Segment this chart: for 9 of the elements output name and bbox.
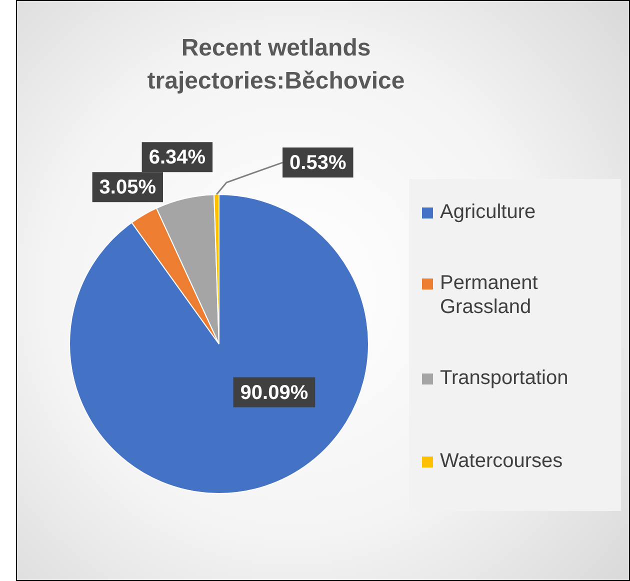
legend-label: Permanent Grassland [440, 272, 538, 318]
data-label: 0.53% [290, 152, 346, 174]
legend-label: Watercourses [440, 450, 563, 472]
legend-label: Agriculture [440, 201, 536, 224]
data-label: 6.34% [148, 146, 206, 169]
data-label: 90.09% [240, 382, 308, 404]
legend-label: Transportation [440, 367, 568, 390]
data-label: 3.05% [99, 176, 156, 199]
chart-title: Recent wetlands trajectories:Běchovice [147, 34, 405, 95]
